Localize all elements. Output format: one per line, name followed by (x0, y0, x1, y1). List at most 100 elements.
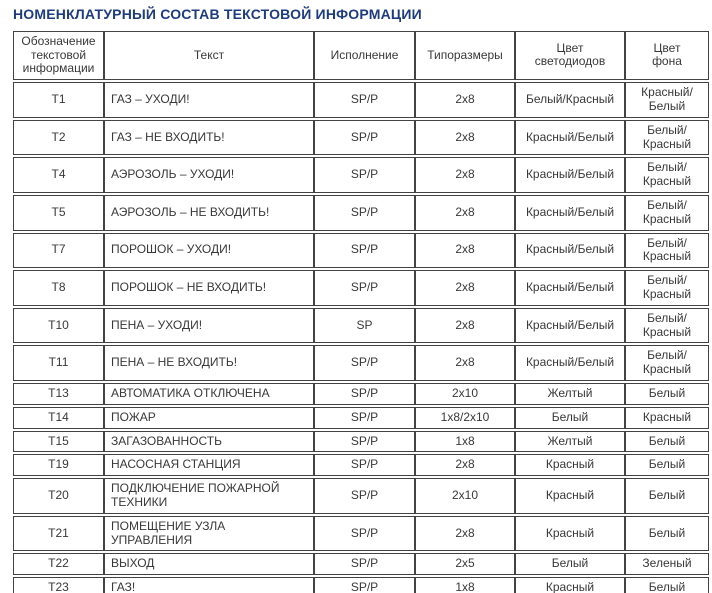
page-title: НОМЕНКЛАТУРНЫЙ СОСТАВ ТЕКСТОВОЙ ИНФОРМАЦ… (13, 6, 422, 22)
execution-cell: SP/P (314, 406, 415, 429)
bg-color-cell: Белый (625, 478, 709, 514)
table-row: Т20 ПОДКЛЮЧЕНИЕ ПОЖАРНОЙ ТЕХНИКИ SP/P 2х10 К… (13, 478, 709, 514)
designation-cell: Т13 (13, 382, 104, 405)
bg-color-cell: Белый/ Красный (625, 232, 709, 269)
bg-color-cell: Белый/ Красный (625, 307, 709, 344)
sizes-cell: 2х8 (415, 232, 515, 269)
designation-cell: Т4 (13, 157, 104, 193)
designation-cell: Т21 (13, 515, 104, 552)
text-cell: АВТОМАТИКА ОТКЛЮЧЕНА (104, 382, 314, 405)
nomenclature-table: Обозначение текстовой информации Текст И… (13, 29, 709, 593)
led-color-cell: Красный/Белый (515, 119, 625, 156)
table-row: Т14 ПОЖАР SP/P 1х8/2х10 Белый Красный (13, 406, 709, 429)
sizes-cell: 2х10 (415, 382, 515, 405)
sizes-cell: 2х10 (415, 478, 515, 514)
text-cell: НАСОСНАЯ СТАНЦИЯ (104, 454, 314, 477)
sizes-cell: 2х8 (415, 82, 515, 118)
bg-color-cell: Зеленый (625, 553, 709, 576)
sizes-cell: 2х8 (415, 270, 515, 306)
sizes-cell: 2х8 (415, 454, 515, 477)
led-color-cell: Белый (515, 553, 625, 576)
table-row: Т10 ПЕНА – УХОДИ! SP 2х8 Красный/Белый Белый/… (13, 307, 709, 344)
text-cell: ПОМЕЩЕНИЕ УЗЛА УПРАВЛЕНИЯ (104, 515, 314, 552)
led-color-cell: Красный/Белый (515, 270, 625, 306)
table-row: Т13 АВТОМАТИКА ОТКЛЮЧЕНА SP/P 2х10 Желтый Бел… (13, 382, 709, 405)
led-color-cell: Красный/Белый (515, 345, 625, 381)
execution-cell: SP/P (314, 553, 415, 576)
table-row: Т1 ГАЗ – УХОДИ! SP/P 2х8 Белый/Красный Красны… (13, 82, 709, 118)
text-cell: ПОДКЛЮЧЕНИЕ ПОЖАРНОЙ ТЕХНИКИ (104, 478, 314, 514)
designation-cell: Т8 (13, 270, 104, 306)
designation-cell: Т14 (13, 406, 104, 429)
designation-cell: Т15 (13, 430, 104, 453)
led-color-cell: Красный/Белый (515, 307, 625, 344)
led-color-cell: Красный (515, 577, 625, 593)
execution-cell: SP/P (314, 515, 415, 552)
designation-cell: Т23 (13, 577, 104, 593)
table-header: Обозначение текстовой информации Текст И… (13, 30, 709, 81)
table-row: Т15 ЗАГАЗОВАННОСТЬ SP/P 1х8 Желтый Белый (13, 430, 709, 453)
text-cell: ЗАГАЗОВАННОСТЬ (104, 430, 314, 453)
column-header-led-color: Цвет светодиодов (515, 30, 625, 81)
bg-color-cell: Белый (625, 382, 709, 405)
designation-cell: Т20 (13, 478, 104, 514)
text-cell: ПОРОШОК – УХОДИ! (104, 232, 314, 269)
sizes-cell: 2х8 (415, 515, 515, 552)
text-cell: ПОРОШОК – НЕ ВХОДИТЬ! (104, 270, 314, 306)
text-cell: ПЕНА – УХОДИ! (104, 307, 314, 344)
execution-cell: SP/P (314, 194, 415, 231)
sizes-cell: 2х8 (415, 194, 515, 231)
sizes-cell: 2х5 (415, 553, 515, 576)
led-color-cell: Белый/Красный (515, 82, 625, 118)
designation-cell: Т11 (13, 345, 104, 381)
header-row: Обозначение текстовой информации Текст И… (13, 30, 709, 81)
execution-cell: SP (314, 307, 415, 344)
execution-cell: SP/P (314, 454, 415, 477)
designation-cell: Т7 (13, 232, 104, 269)
column-header-execution: Исполнение (314, 30, 415, 81)
column-header-bg-color: Цвет фона (625, 30, 709, 81)
execution-cell: SP/P (314, 232, 415, 269)
designation-cell: Т1 (13, 82, 104, 118)
table-row: Т4 АЭРОЗОЛЬ – УХОДИ! SP/P 2х8 Красный/Белый Б… (13, 157, 709, 193)
designation-cell: Т5 (13, 194, 104, 231)
bg-color-cell: Белый/ Красный (625, 157, 709, 193)
execution-cell: SP/P (314, 478, 415, 514)
column-header-sizes: Типоразмеры (415, 30, 515, 81)
text-cell: ГАЗ – УХОДИ! (104, 82, 314, 118)
column-header-text: Текст (104, 30, 314, 81)
led-color-cell: Желтый (515, 382, 625, 405)
bg-color-cell: Белый (625, 515, 709, 552)
execution-cell: SP/P (314, 430, 415, 453)
text-cell: ГАЗ – НЕ ВХОДИТЬ! (104, 119, 314, 156)
led-color-cell: Желтый (515, 430, 625, 453)
sizes-cell: 2х8 (415, 307, 515, 344)
led-color-cell: Красный (515, 454, 625, 477)
execution-cell: SP/P (314, 382, 415, 405)
bg-color-cell: Белый/ Красный (625, 119, 709, 156)
led-color-cell: Красный (515, 478, 625, 514)
execution-cell: SP/P (314, 345, 415, 381)
bg-color-cell: Белый/ Красный (625, 270, 709, 306)
execution-cell: SP/P (314, 270, 415, 306)
execution-cell: SP/P (314, 82, 415, 118)
table-row: Т21 ПОМЕЩЕНИЕ УЗЛА УПРАВЛЕНИЯ SP/P 2х8 Красн… (13, 515, 709, 552)
led-color-cell: Белый (515, 406, 625, 429)
execution-cell: SP/P (314, 119, 415, 156)
sizes-cell: 1х8/2х10 (415, 406, 515, 429)
sizes-cell: 2х8 (415, 119, 515, 156)
table-row: Т5 АЭРОЗОЛЬ – НЕ ВХОДИТЬ! SP/P 2х8 Красный/Б… (13, 194, 709, 231)
column-header-designation: Обозначение текстовой информации (13, 30, 104, 81)
bg-color-cell: Белый (625, 430, 709, 453)
table-row: Т19 НАСОСНАЯ СТАНЦИЯ SP/P 2х8 Красный Белый (13, 454, 709, 477)
table-row: Т7 ПОРОШОК – УХОДИ! SP/P 2х8 Красный/Белый Бе… (13, 232, 709, 269)
sizes-cell: 1х8 (415, 577, 515, 593)
designation-cell: Т19 (13, 454, 104, 477)
table-row: Т22 ВЫХОД SP/P 2х5 Белый Зеленый (13, 553, 709, 576)
led-color-cell: Красный/Белый (515, 232, 625, 269)
designation-cell: Т2 (13, 119, 104, 156)
designation-cell: Т10 (13, 307, 104, 344)
text-cell: ПОЖАР (104, 406, 314, 429)
table-row: Т23 ГАЗ! SP/P 1х8 Красный Белый (13, 577, 709, 593)
text-cell: АЭРОЗОЛЬ – УХОДИ! (104, 157, 314, 193)
